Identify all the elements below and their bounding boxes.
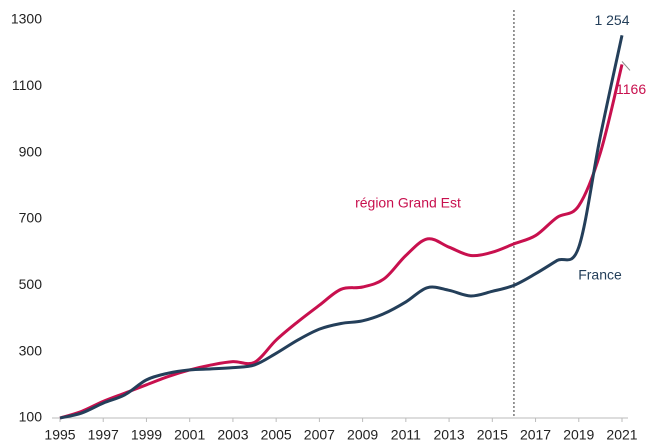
y-tick-label: 900: [19, 143, 43, 159]
x-tick-label: 2009: [347, 427, 378, 443]
series-line: [59, 34, 624, 420]
y-tick-label: 700: [19, 210, 43, 226]
series-label: région Grand Est: [355, 195, 461, 211]
data-label: 1166: [616, 81, 646, 97]
y-tick-label: 1300: [11, 11, 42, 27]
x-tick-label: 2015: [477, 427, 508, 443]
x-tick-label: 2011: [391, 427, 421, 443]
x-tick-label: 2013: [433, 427, 464, 443]
x-tick-label: 2003: [217, 427, 248, 443]
x-tick-label: 2019: [563, 427, 594, 443]
y-tick-label: 100: [19, 409, 43, 425]
y-tick-label: 300: [19, 342, 43, 358]
x-tick-label: 2005: [261, 427, 292, 443]
series-label: France: [578, 267, 622, 283]
x-tick-label: 2021: [606, 427, 637, 443]
x-tick-label: 1999: [131, 427, 162, 443]
x-tick-label: 2007: [304, 427, 335, 443]
x-tick-label: 2017: [520, 427, 551, 443]
data-label: 1 254: [594, 12, 629, 28]
x-tick-label: 1995: [44, 427, 75, 443]
y-tick-label: 1100: [12, 77, 42, 93]
y-tick-label: 500: [19, 276, 43, 292]
x-tick-label: 2001: [174, 427, 205, 443]
label-leader: [621, 61, 631, 71]
x-tick-label: 1997: [88, 427, 119, 443]
series-line: [59, 64, 624, 420]
